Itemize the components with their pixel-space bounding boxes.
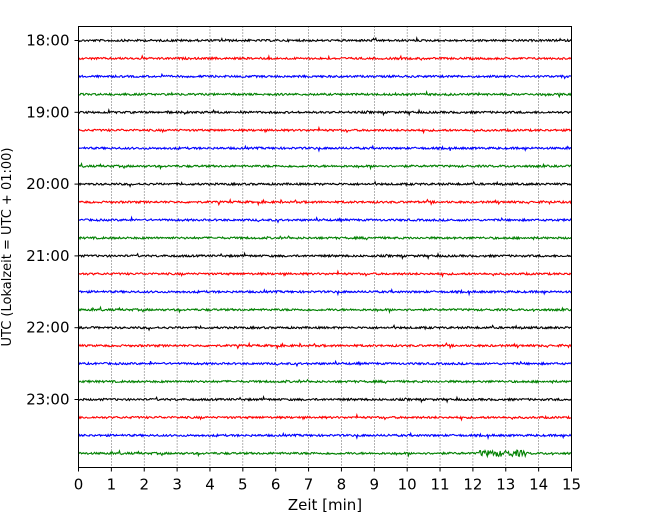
trace-2145 (78, 305, 572, 315)
plot-frame (78, 26, 572, 468)
x-tick-label-7: 7 (304, 476, 314, 494)
x-tick-label-11: 11 (430, 476, 449, 494)
x-tick-label-13: 13 (496, 476, 515, 494)
x-tick-label-1: 1 (107, 476, 117, 494)
trace-2100 (78, 251, 572, 261)
x-tick-label-10: 10 (398, 476, 417, 494)
y-tick-label-1800: 18:00 (26, 32, 69, 50)
x-tick-label-14: 14 (529, 476, 548, 494)
trace-2345 (78, 449, 572, 459)
trace-2200 (78, 324, 572, 332)
trace-2000 (78, 180, 572, 188)
seismic-traces (78, 35, 573, 459)
trace-2130 (78, 288, 572, 297)
y-tick-label-2300: 23:00 (26, 391, 69, 409)
trace-1815 (78, 54, 572, 61)
x-tick-label-0: 0 (74, 476, 84, 494)
y-axis-ticks: 18:00 19:00 20:00 21:00 22:00 23:00 (26, 32, 79, 409)
y-tick-label-2000: 20:00 (26, 175, 69, 193)
trace-1945 (78, 161, 572, 171)
x-axis-title: Zeit [min] (288, 496, 362, 514)
trace-2230 (78, 359, 572, 368)
trace-2215 (78, 341, 572, 351)
y-tick-label-1900: 19:00 (26, 103, 69, 121)
trace-2045 (78, 235, 572, 241)
trace-1800 (78, 35, 572, 43)
trace-2015 (78, 197, 572, 207)
trace-2115 (78, 269, 572, 279)
trace-1900 (78, 108, 572, 117)
trace-2245 (78, 378, 572, 385)
x-tick-label-8: 8 (337, 476, 347, 494)
x-tick-label-4: 4 (205, 476, 215, 494)
trace-1845 (78, 90, 572, 99)
trace-1930 (78, 144, 572, 153)
trace-1915 (78, 125, 572, 135)
y-axis-title: UTC (Lokalzeit = UTC + 01:00) (0, 148, 15, 347)
x-tick-label-15: 15 (562, 476, 581, 494)
x-tick-label-3: 3 (172, 476, 182, 494)
x-tick-label-12: 12 (463, 476, 482, 494)
trace-2300 (78, 395, 572, 404)
x-tick-label-5: 5 (238, 476, 248, 494)
trace-2315 (78, 412, 572, 422)
vertical-grid (111, 26, 539, 468)
y-tick-label-2100: 21:00 (26, 247, 69, 265)
trace-2330 (78, 431, 572, 441)
trace-1830 (78, 72, 572, 80)
x-tick-label-9: 9 (370, 476, 380, 494)
y-tick-label-2200: 22:00 (26, 319, 69, 337)
x-axis-ticks: 0 1 2 3 4 5 6 7 8 9 10 11 12 13 14 15 (74, 467, 581, 494)
x-tick-label-6: 6 (271, 476, 281, 494)
x-tick-label-2: 2 (139, 476, 149, 494)
trace-2030 (78, 215, 573, 224)
